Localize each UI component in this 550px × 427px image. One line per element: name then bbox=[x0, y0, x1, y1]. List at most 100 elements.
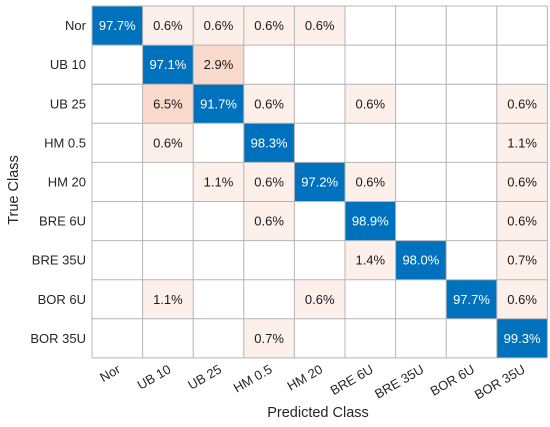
matrix-cell bbox=[243, 162, 295, 202]
cell-value-label: 98.9% bbox=[352, 214, 389, 229]
matrix-cell bbox=[395, 201, 447, 241]
matrix-cell bbox=[395, 84, 447, 124]
cell-value-label: 1.4% bbox=[355, 253, 385, 268]
cell-value-label: 0.6% bbox=[507, 214, 537, 229]
matrix-cell bbox=[294, 45, 345, 85]
x-tick-label: Nor bbox=[97, 361, 123, 385]
matrix-cell bbox=[92, 279, 143, 319]
x-tick-label: BRE 35U bbox=[372, 362, 426, 402]
matrix-cell bbox=[446, 84, 497, 124]
matrix-cell bbox=[446, 6, 497, 46]
matrix-grid bbox=[91, 5, 548, 359]
matrix-cell bbox=[294, 240, 345, 280]
matrix-cell bbox=[294, 162, 345, 202]
matrix-cell bbox=[92, 162, 143, 202]
matrix-cell bbox=[193, 45, 244, 85]
matrix-cell bbox=[92, 201, 143, 241]
matrix-cell bbox=[496, 240, 548, 280]
matrix-cell bbox=[446, 123, 497, 163]
matrix-cell bbox=[496, 201, 548, 241]
matrix-cell bbox=[496, 162, 548, 202]
x-tick-label: HM 20 bbox=[285, 362, 326, 394]
y-tick-label: BRE 6U bbox=[39, 214, 86, 229]
cell-value-label: 0.6% bbox=[305, 18, 335, 33]
x-tick-label: BOR 35U bbox=[472, 362, 528, 403]
matrix-cell bbox=[142, 318, 194, 358]
y-tick-label: HM 20 bbox=[48, 174, 86, 189]
matrix-cell bbox=[446, 162, 497, 202]
cell-value-label: 1.1% bbox=[507, 135, 537, 150]
cell-value-label: 97.1% bbox=[149, 57, 186, 72]
matrix-cell bbox=[142, 45, 194, 85]
y-tick-label: UB 25 bbox=[50, 96, 86, 111]
x-tick-label: HM 0.5 bbox=[231, 362, 275, 396]
matrix-cell bbox=[193, 84, 244, 124]
y-tick-label: BOR 35U bbox=[30, 331, 86, 346]
matrix-cell bbox=[142, 240, 194, 280]
matrix-cell bbox=[92, 123, 143, 163]
matrix-cell bbox=[446, 240, 497, 280]
matrix-cell bbox=[345, 201, 396, 241]
cell-value-label: 0.6% bbox=[254, 18, 284, 33]
matrix-cell bbox=[294, 123, 345, 163]
matrix-cell bbox=[496, 318, 548, 358]
matrix-cell bbox=[345, 123, 396, 163]
cell-value-label: 99.3% bbox=[504, 331, 541, 346]
matrix-cell bbox=[395, 318, 447, 358]
cell-value-label: 0.6% bbox=[204, 18, 234, 33]
y-tick-label: BRE 35U bbox=[32, 253, 86, 268]
matrix-cell bbox=[193, 6, 244, 46]
matrix-cell bbox=[395, 123, 447, 163]
y-tick-labels: Nor UB 10 UB 25 HM 0.5 HM 20 BRE 6U BRE 35U BOR… bbox=[30, 18, 86, 346]
matrix-cell bbox=[92, 84, 143, 124]
matrix-cell bbox=[496, 45, 548, 85]
matrix-cell bbox=[395, 162, 447, 202]
cell-value-label: 0.6% bbox=[254, 214, 284, 229]
matrix-cell bbox=[345, 240, 396, 280]
matrix-cell bbox=[243, 279, 295, 319]
matrix-cell bbox=[345, 318, 396, 358]
cell-value-label: 1.1% bbox=[204, 174, 234, 189]
y-tick-label: BOR 6U bbox=[38, 292, 86, 307]
matrix-cell bbox=[345, 6, 396, 46]
matrix-cell bbox=[193, 318, 244, 358]
matrix-cell bbox=[294, 279, 345, 319]
matrix-cell bbox=[243, 45, 295, 85]
cell-value-label: 0.6% bbox=[254, 174, 284, 189]
matrix-cell bbox=[243, 123, 295, 163]
matrix-cell bbox=[294, 201, 345, 241]
matrix-cell bbox=[243, 201, 295, 241]
matrix-cell bbox=[446, 279, 497, 319]
matrix-cell bbox=[142, 6, 194, 46]
matrix-cell bbox=[496, 123, 548, 163]
cell-value-label: 98.3% bbox=[251, 135, 288, 150]
cell-value-label: 0.6% bbox=[254, 96, 284, 111]
matrix-cell bbox=[92, 318, 143, 358]
matrix-cell bbox=[496, 6, 548, 46]
matrix-cell bbox=[446, 318, 497, 358]
y-tick-label: HM 0.5 bbox=[44, 135, 86, 150]
matrix-cell bbox=[142, 201, 194, 241]
matrix-cell bbox=[395, 6, 447, 46]
matrix-cell bbox=[395, 45, 447, 85]
cell-value-label: 0.7% bbox=[507, 253, 537, 268]
cell-value-label: 97.7% bbox=[99, 18, 136, 33]
cell-value-label: 0.6% bbox=[153, 18, 183, 33]
matrix-cell bbox=[142, 279, 194, 319]
x-tick-label: BOR 6U bbox=[428, 362, 477, 399]
matrix-cell bbox=[345, 162, 396, 202]
matrix-cell bbox=[92, 240, 143, 280]
cell-value-label: 6.5% bbox=[153, 96, 183, 111]
cell-value-label: 0.6% bbox=[153, 135, 183, 150]
y-tick-label: UB 10 bbox=[50, 57, 86, 72]
matrix-cell bbox=[294, 6, 345, 46]
x-axis-label: Predicted Class bbox=[267, 405, 369, 421]
x-tick-label: UB 10 bbox=[135, 362, 174, 393]
cell-value-label: 1.1% bbox=[153, 292, 183, 307]
cell-value-label: 0.6% bbox=[507, 292, 537, 307]
matrix-cell bbox=[193, 201, 244, 241]
matrix-cell bbox=[395, 279, 447, 319]
cell-value-label: 0.6% bbox=[507, 174, 537, 189]
matrix-cell bbox=[142, 84, 194, 124]
